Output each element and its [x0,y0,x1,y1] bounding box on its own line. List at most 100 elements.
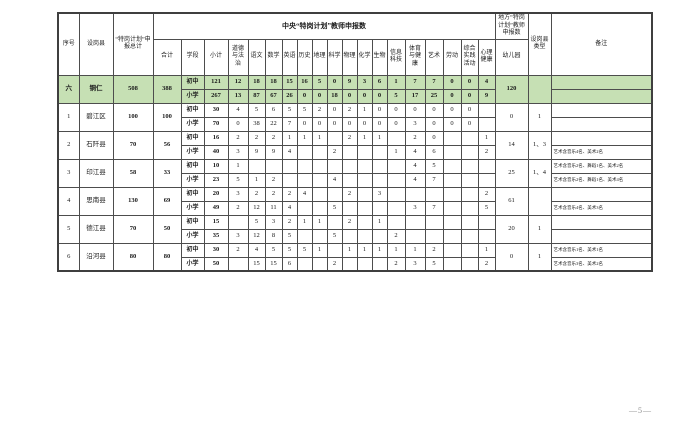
subject-value: 4 [404,158,426,174]
subject-value: 1 [356,242,373,258]
subject-value [311,172,328,188]
subject-value: 0 [296,116,313,132]
subject-value: 4 [281,144,298,160]
subject-value [404,214,426,230]
subject-value [442,256,462,272]
subject-value: 0 [311,116,328,132]
subject-value: 3 [356,74,373,90]
stage-label: 小学 [180,200,205,216]
subject-value [371,144,388,160]
subject-value [386,200,406,216]
subject-value: 18 [264,74,283,90]
subject-value: 5 [227,172,249,188]
subject-value: 8 [264,228,283,244]
subject-value: 1 [356,102,373,118]
subject-value [311,144,328,160]
subject-value: 12 [247,228,266,244]
subject-value: 0 [424,130,444,146]
header-subject: 地理 [311,38,328,76]
table-row: 小学 35 3 12 8 5 5 2 [58,228,653,244]
subject-value: 1 [477,242,496,258]
subject-value [227,214,249,230]
subject-value: 25 [424,88,444,104]
stage-label: 小学 [180,172,205,188]
subject-value [264,158,283,174]
subject-value [442,228,462,244]
subject-value: 2 [477,256,496,272]
subject-value: 5 [326,228,343,244]
subject-value: 15 [264,256,283,272]
header-subject: 物理 [341,38,358,76]
subject-value: 2 [281,214,298,230]
subject-value: 1 [386,144,406,160]
remark-value: 艺术含音乐4名、美术2名 [550,144,653,160]
subject-value: 1 [386,74,406,90]
table-row: 小学 70 0 38 22 7 0 0 0 0 0 0 0 3 0 0 0 [58,116,653,132]
stage-subtotal: 10 [203,158,229,174]
remark-value [550,102,653,118]
stage-label: 初中 [180,74,205,90]
kindergarten-value: 14 [494,130,529,160]
kindergarten-value: 61 [494,186,529,216]
remark-value [550,116,653,132]
subject-value: 2 [386,228,406,244]
subject-value: 5 [247,214,266,230]
header-subject: 化学 [356,38,373,76]
row-index: 6 [57,242,80,272]
subject-value: 5 [281,102,298,118]
subject-value: 7 [424,74,444,90]
stage-label: 初中 [180,214,205,230]
subject-value: 1 [296,130,313,146]
county-name: 碧江区 [78,102,114,132]
stage-subtotal: 267 [203,88,229,104]
subject-value [442,130,462,146]
remark-value [550,214,653,230]
county-type-value: 1 [527,242,552,272]
subject-value: 0 [442,74,462,90]
subject-value: 3 [371,186,388,202]
county-type-value: 1 [527,214,552,244]
stage-subtotal: 121 [203,74,229,90]
subject-value: 2 [477,144,496,160]
subject-value [460,228,479,244]
header-county-type: 设岗县类型 [527,12,552,76]
subject-value [326,186,343,202]
subject-value: 3 [404,116,426,132]
subject-value [477,116,496,132]
subject-value [386,186,406,202]
subject-value [442,158,462,174]
subject-value: 2 [424,242,444,258]
county-name: 思南县 [78,186,114,216]
subject-value [460,172,479,188]
subject-value [442,186,462,202]
subject-value: 4 [227,102,249,118]
subject-value: 0 [424,102,444,118]
subject-value: 18 [247,74,266,90]
subject-value: 5 [424,158,444,174]
stage-subtotal: 30 [203,242,229,258]
stage-label: 小学 [180,88,205,104]
subject-value: 2 [341,214,358,230]
stage-subtotal: 20 [203,186,229,202]
subject-value [424,214,444,230]
remark-value [550,130,653,146]
subject-value [371,158,388,174]
stage-subtotal: 15 [203,214,229,230]
subject-value: 2 [341,186,358,202]
subject-value: 6 [264,102,283,118]
subject-value [386,130,406,146]
county-name: 德江县 [78,214,114,244]
plan-total: 70 [112,214,154,244]
plan-total: 58 [112,158,154,188]
county-name: 沿河县 [78,242,114,272]
subject-value: 3 [227,228,249,244]
remark-value: 艺术含音乐2名、舞蹈1名、美术4名 [550,172,653,188]
central-total: 69 [152,186,182,216]
subject-value [424,186,444,202]
subject-value: 12 [247,200,266,216]
subject-value [296,200,313,216]
subject-value: 5 [264,242,283,258]
table-row: 3 印江县 58 33 初中 10 1 4 5 25 1、4 艺术含音乐2名、舞蹈1名、美术2名 [57,158,653,188]
subject-value [424,228,444,244]
subject-value: 0 [356,116,373,132]
